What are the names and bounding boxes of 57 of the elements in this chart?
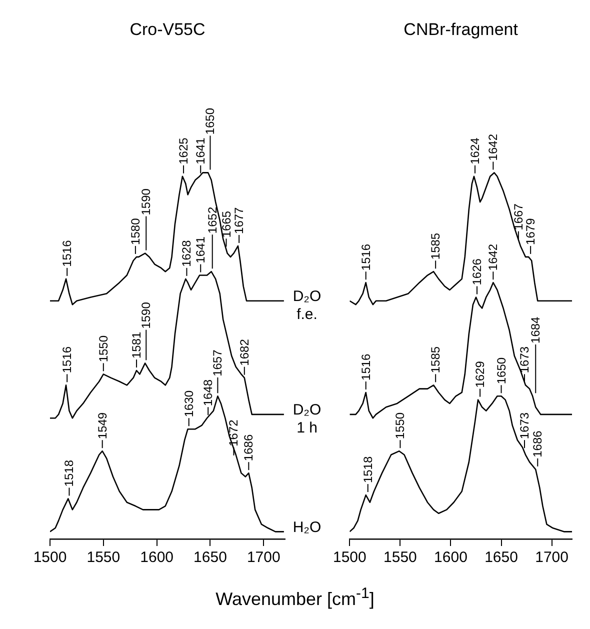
annotation: 1642 bbox=[486, 134, 500, 161]
x-tick-label: 1500 bbox=[33, 549, 67, 566]
annotation: 1590 bbox=[139, 302, 154, 329]
annotation: 1677 bbox=[232, 206, 246, 234]
annotation: 1641 bbox=[194, 236, 208, 264]
annotation: 1641 bbox=[194, 137, 208, 164]
annotation: 1550 bbox=[96, 335, 110, 362]
series-label: D₂O f.e. bbox=[292, 288, 322, 324]
x-tick-label: 1550 bbox=[86, 549, 120, 566]
annotation: 1624 bbox=[468, 137, 482, 164]
annotation: 1673 bbox=[518, 412, 532, 440]
annotation: 1516 bbox=[60, 346, 74, 374]
annotation: 1581 bbox=[130, 331, 144, 359]
chart-title: Cro-V55C bbox=[128, 20, 206, 40]
annotation: 1665 bbox=[219, 210, 234, 238]
x-tick-label: 1700 bbox=[535, 549, 568, 566]
annotation: 1686 bbox=[242, 434, 256, 462]
annotation: 1590 bbox=[139, 188, 154, 216]
annotation: 1642 bbox=[486, 244, 500, 271]
chart-title: CNBr-fragment bbox=[402, 20, 519, 40]
annotation: 1673 bbox=[518, 346, 532, 374]
annotation: 1667 bbox=[511, 203, 526, 230]
annotation: 1585 bbox=[428, 346, 443, 374]
annotation: 1518 bbox=[62, 460, 76, 487]
annotation: 1516 bbox=[358, 353, 373, 380]
annotation: 1657 bbox=[210, 349, 225, 376]
annotation: 1629 bbox=[473, 360, 488, 388]
x-tick-label: 1550 bbox=[384, 549, 417, 566]
annotation: 1518 bbox=[360, 456, 375, 484]
annotation: 1630 bbox=[182, 390, 196, 418]
annotation: 1672 bbox=[226, 419, 241, 446]
x-tick-label: 1600 bbox=[140, 549, 174, 566]
annotation: 1549 bbox=[95, 412, 110, 440]
annotation: 1626 bbox=[470, 258, 484, 286]
annotation: 1682 bbox=[237, 338, 252, 366]
x-tick-label: 1500 bbox=[332, 549, 366, 566]
annotation: 1550 bbox=[393, 412, 408, 440]
x-tick-label: 1650 bbox=[484, 549, 518, 566]
annotation: 1625 bbox=[176, 137, 191, 164]
annotation: 1628 bbox=[180, 240, 194, 267]
annotation: 1679 bbox=[524, 218, 538, 245]
annotation: 1652 bbox=[205, 206, 220, 234]
x-tick-label: 1600 bbox=[434, 549, 468, 566]
series-label: D₂O 1 h bbox=[292, 402, 322, 437]
series-label: H₂O bbox=[292, 518, 322, 536]
annotation: 1516 bbox=[60, 240, 74, 267]
annotation: 1650 bbox=[203, 108, 218, 135]
x-tick-label: 1650 bbox=[194, 549, 227, 566]
annotation: 1684 bbox=[528, 316, 543, 344]
annotation: 1686 bbox=[530, 430, 545, 458]
annotation: 1580 bbox=[128, 218, 142, 245]
annotation: 1648 bbox=[201, 379, 216, 406]
x-tick-label: 1700 bbox=[246, 549, 280, 566]
annotation: 1516 bbox=[358, 244, 373, 271]
x-axis-title: Wavenumber [cm$^{-1}$] bbox=[214, 585, 376, 610]
annotation: 1650 bbox=[494, 357, 508, 384]
annotation: 1585 bbox=[428, 232, 443, 260]
